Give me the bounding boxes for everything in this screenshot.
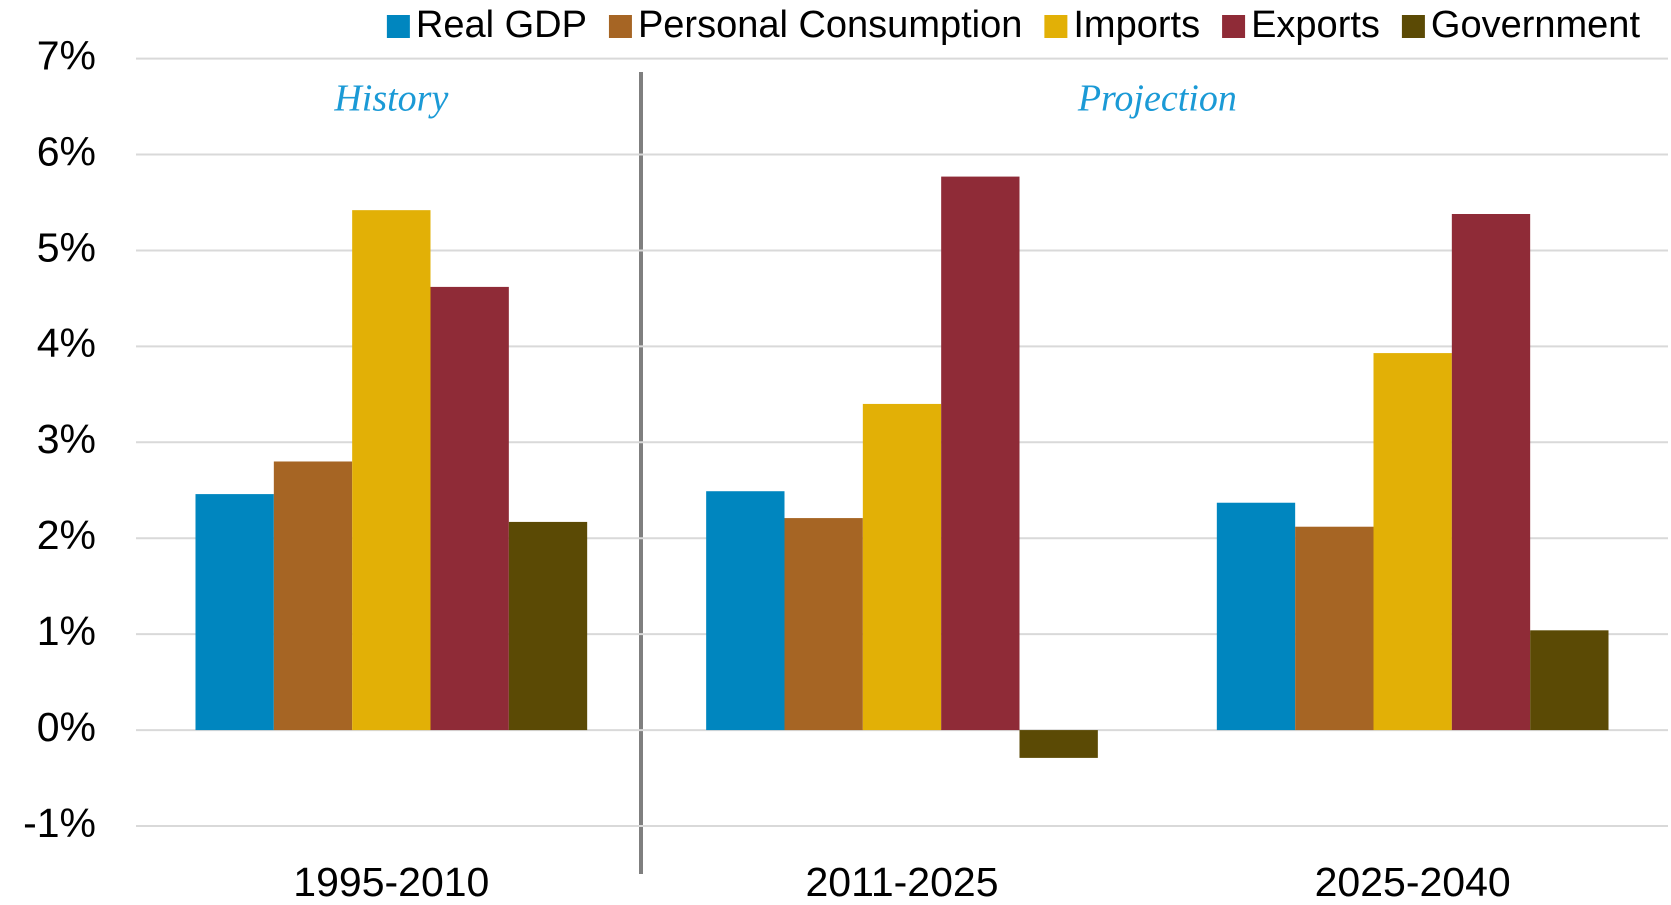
y-tick-label: 2% <box>37 512 96 558</box>
bar <box>1373 353 1452 731</box>
x-tick-label: 2011-2025 <box>805 859 998 905</box>
y-tick-label: 6% <box>37 128 96 174</box>
bar <box>1019 730 1098 758</box>
y-tick-label: 4% <box>37 320 96 366</box>
bar <box>706 491 785 731</box>
annotation: Projection <box>1077 78 1237 120</box>
y-tick-label: 7% <box>37 32 96 78</box>
legend-label: Real GDP <box>416 4 587 46</box>
y-tick-label: 0% <box>37 704 96 750</box>
legend-label: Personal Consumption <box>638 4 1022 46</box>
bar <box>1451 213 1531 731</box>
legend-swatch <box>1401 15 1425 38</box>
bar <box>1530 630 1609 731</box>
y-tick-label: 5% <box>37 224 96 270</box>
bar <box>352 210 431 731</box>
x-tick-label: 2025-2040 <box>1315 859 1511 905</box>
y-tick-label: 3% <box>37 416 96 462</box>
y-tick-label: 1% <box>37 608 96 654</box>
bar <box>508 521 588 731</box>
bar <box>862 403 942 731</box>
legend-label: Government <box>1431 4 1641 46</box>
x-tick-label: 1995-2010 <box>293 859 489 905</box>
legend-swatch <box>1044 15 1068 38</box>
bar <box>1216 502 1296 731</box>
legend-swatch <box>386 15 410 38</box>
y-tick-label: -1% <box>23 800 96 846</box>
legend-swatch <box>608 15 632 38</box>
legend-label: Exports <box>1251 4 1380 46</box>
legend-swatch <box>1222 15 1246 38</box>
bar <box>941 176 1020 731</box>
legend-label: Imports <box>1073 4 1200 46</box>
bar <box>273 461 353 731</box>
bar <box>430 286 509 731</box>
bar <box>1295 526 1374 731</box>
annotation: History <box>333 78 448 120</box>
bar <box>784 518 863 731</box>
bar <box>195 494 274 731</box>
